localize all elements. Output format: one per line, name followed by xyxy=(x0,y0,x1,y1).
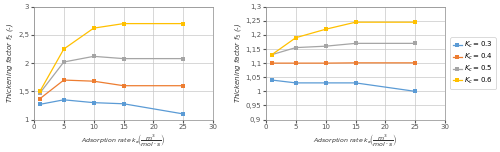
Y-axis label: Thickening factor $f_3$ (-): Thickening factor $f_3$ (-) xyxy=(232,23,242,103)
X-axis label: $\mathit{Adsorption\ rate}\ k_a\!\left(\dfrac{m^3}{mol \cdot s}\right)$: $\mathit{Adsorption\ rate}\ k_a\!\left(\… xyxy=(314,132,398,148)
Legend: $K_c = 0.3$, $K_c = 0.4$, $K_c = 0.5$, $K_c = 0.6$: $K_c = 0.3$, $K_c = 0.4$, $K_c = 0.5$, $… xyxy=(450,37,496,89)
Y-axis label: Thickening factor $f_2$ (-): Thickening factor $f_2$ (-) xyxy=(4,23,15,103)
X-axis label: $\mathit{Adsorption\ rate}\ k_a\!\left(\dfrac{m^3}{mol \cdot s}\right)$: $\mathit{Adsorption\ rate}\ k_a\!\left(\… xyxy=(82,132,166,148)
